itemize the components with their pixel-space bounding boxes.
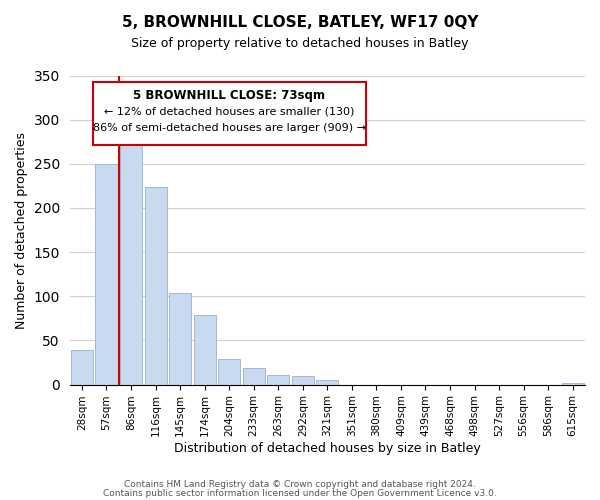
Bar — [95, 164, 118, 384]
FancyBboxPatch shape — [93, 82, 366, 145]
Bar — [242, 368, 265, 384]
Bar — [267, 375, 289, 384]
Bar — [292, 376, 314, 384]
Text: Size of property relative to detached houses in Batley: Size of property relative to detached ho… — [131, 38, 469, 51]
Bar — [71, 350, 93, 384]
Bar — [120, 126, 142, 384]
Y-axis label: Number of detached properties: Number of detached properties — [15, 132, 28, 328]
Text: 5, BROWNHILL CLOSE, BATLEY, WF17 0QY: 5, BROWNHILL CLOSE, BATLEY, WF17 0QY — [122, 15, 478, 30]
Bar — [145, 187, 167, 384]
Bar — [169, 293, 191, 384]
Bar — [218, 359, 240, 384]
Text: Contains public sector information licensed under the Open Government Licence v3: Contains public sector information licen… — [103, 489, 497, 498]
Bar — [316, 380, 338, 384]
Text: 5 BROWNHILL CLOSE: 73sqm: 5 BROWNHILL CLOSE: 73sqm — [133, 90, 325, 102]
Text: 86% of semi-detached houses are larger (909) →: 86% of semi-detached houses are larger (… — [93, 124, 366, 134]
Text: Contains HM Land Registry data © Crown copyright and database right 2024.: Contains HM Land Registry data © Crown c… — [124, 480, 476, 489]
Bar — [194, 315, 215, 384]
Bar — [562, 383, 584, 384]
X-axis label: Distribution of detached houses by size in Batley: Distribution of detached houses by size … — [174, 442, 481, 455]
Text: ← 12% of detached houses are smaller (130): ← 12% of detached houses are smaller (13… — [104, 106, 355, 117]
